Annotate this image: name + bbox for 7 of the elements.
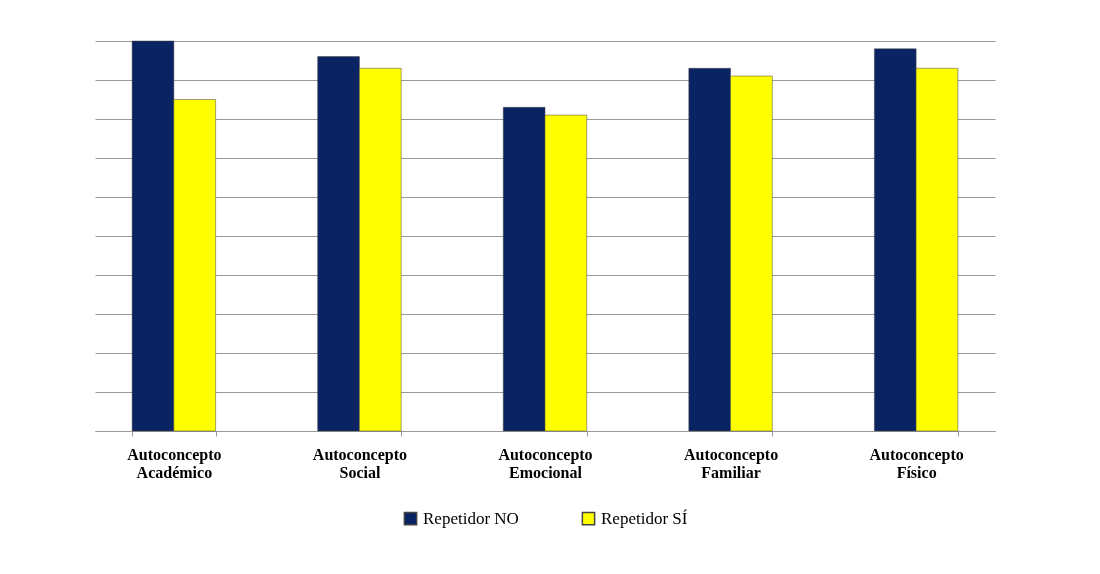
x-tick-label: Autoconcepto Académico <box>127 445 222 481</box>
x-tick-label: Autoconcepto Familiar <box>683 445 779 481</box>
legend-label: Repetidor SÍ <box>601 508 688 528</box>
legend-label: Repetidor NO <box>423 508 519 528</box>
x-tick-label: Autoconcepto Social <box>312 445 408 481</box>
x-tick-label: Autoconcepto Emocional <box>498 445 593 481</box>
x-tick-label: Autoconcepto Físico <box>869 445 964 481</box>
